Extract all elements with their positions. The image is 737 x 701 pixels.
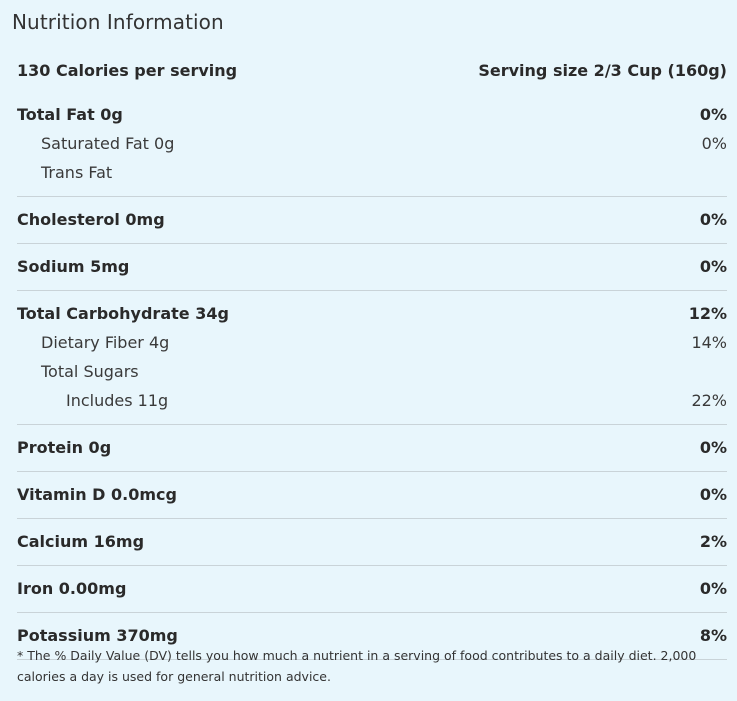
nutrient-row: Dietary Fiber 4g 14% [17,328,727,357]
nutrient-row: Includes 11g 22% [17,386,727,415]
nutrient-row: Potassium 370mg 8% [17,621,727,650]
nutrient-group: Total Fat 0g 0% Saturated Fat 0g 0% Trans Fa… [17,92,727,197]
nutrient-label: Saturated Fat 0g [41,134,175,153]
nutrient-row: Vitamin D 0.0mcg 0% [17,480,727,509]
daily-value-percent: 0% [699,210,727,229]
nutrient-row: Iron 0.00mg 0% [17,574,727,603]
nutrient-label: Sodium 5mg [17,257,130,276]
nutrient-group: Total Carbohydrate 34g 12% Dietary Fiber 4… [17,291,727,425]
nutrient-row: Calcium 16mg 2% [17,527,727,556]
calories-per-serving: 130 Calories per serving [17,60,238,80]
nutrient-row: Total Carbohydrate 34g 12% [17,299,727,328]
daily-value-percent: 22% [691,391,727,410]
nutrient-group: Iron 0.00mg 0% [17,566,727,613]
daily-value-percent: 14% [691,333,727,352]
daily-value-percent: 2% [699,532,727,551]
nutrient-group: Calcium 16mg 2% [17,519,727,566]
serving-size: Serving size 2/3 Cup (160g) [478,60,727,80]
nutrient-group: Potassium 370mg 8% [17,613,727,660]
nutrient-label: Dietary Fiber 4g [41,333,170,352]
daily-value-percent: 0% [699,579,727,598]
nutrient-row: Saturated Fat 0g 0% [17,129,727,158]
nutrient-groups: Total Fat 0g 0% Saturated Fat 0g 0% Trans Fa… [17,92,727,660]
nutrient-group: Vitamin D 0.0mcg 0% [17,472,727,519]
daily-value-percent: 0% [699,257,727,276]
page-title: Nutrition Information [12,10,224,34]
nutrient-label: Includes 11g [66,391,169,410]
nutrient-label: Trans Fat [41,163,113,182]
daily-value-percent: 0% [699,105,727,124]
daily-value-percent: 12% [688,304,727,323]
nutrient-label: Vitamin D 0.0mcg [17,485,177,504]
nutrient-label: Protein 0g [17,438,112,457]
nutrient-row: Trans Fat [17,158,727,187]
daily-value-percent: 0% [699,438,727,457]
daily-value-percent: 0% [699,485,727,504]
nutrient-row: Sodium 5mg 0% [17,252,727,281]
nutrient-label: Potassium 370mg [17,626,178,645]
daily-value-footnote: * The % Daily Value (DV) tells you how m… [17,648,697,684]
nutrient-row: Protein 0g 0% [17,433,727,462]
nutrient-group: Sodium 5mg 0% [17,244,727,291]
nutrient-row: Total Sugars [17,357,727,386]
daily-value-percent: 0% [701,134,727,153]
nutrient-label: Total Sugars [41,362,139,381]
nutrient-row: Total Fat 0g 0% [17,100,727,129]
nutrient-label: Total Carbohydrate 34g [17,304,229,323]
nutrient-label: Calcium 16mg [17,532,145,551]
nutrient-label: Iron 0.00mg [17,579,127,598]
nutrient-row: Cholesterol 0mg 0% [17,205,727,234]
daily-value-percent: 8% [699,626,727,645]
nutrition-summary: 130 Calories per serving Serving size 2/… [17,59,727,81]
nutrient-group: Protein 0g 0% [17,425,727,472]
nutrient-group: Cholesterol 0mg 0% [17,197,727,244]
nutrient-label: Cholesterol 0mg [17,210,165,229]
nutrient-label: Total Fat 0g [17,105,123,124]
